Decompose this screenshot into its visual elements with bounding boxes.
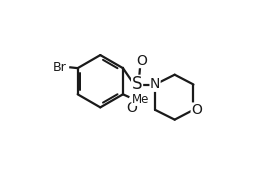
- Text: N: N: [150, 78, 160, 91]
- Text: Br: Br: [52, 61, 66, 74]
- Text: O: O: [127, 101, 138, 115]
- Text: O: O: [191, 103, 202, 117]
- Text: Me: Me: [132, 93, 149, 106]
- Text: O: O: [136, 54, 147, 68]
- Text: S: S: [132, 76, 142, 93]
